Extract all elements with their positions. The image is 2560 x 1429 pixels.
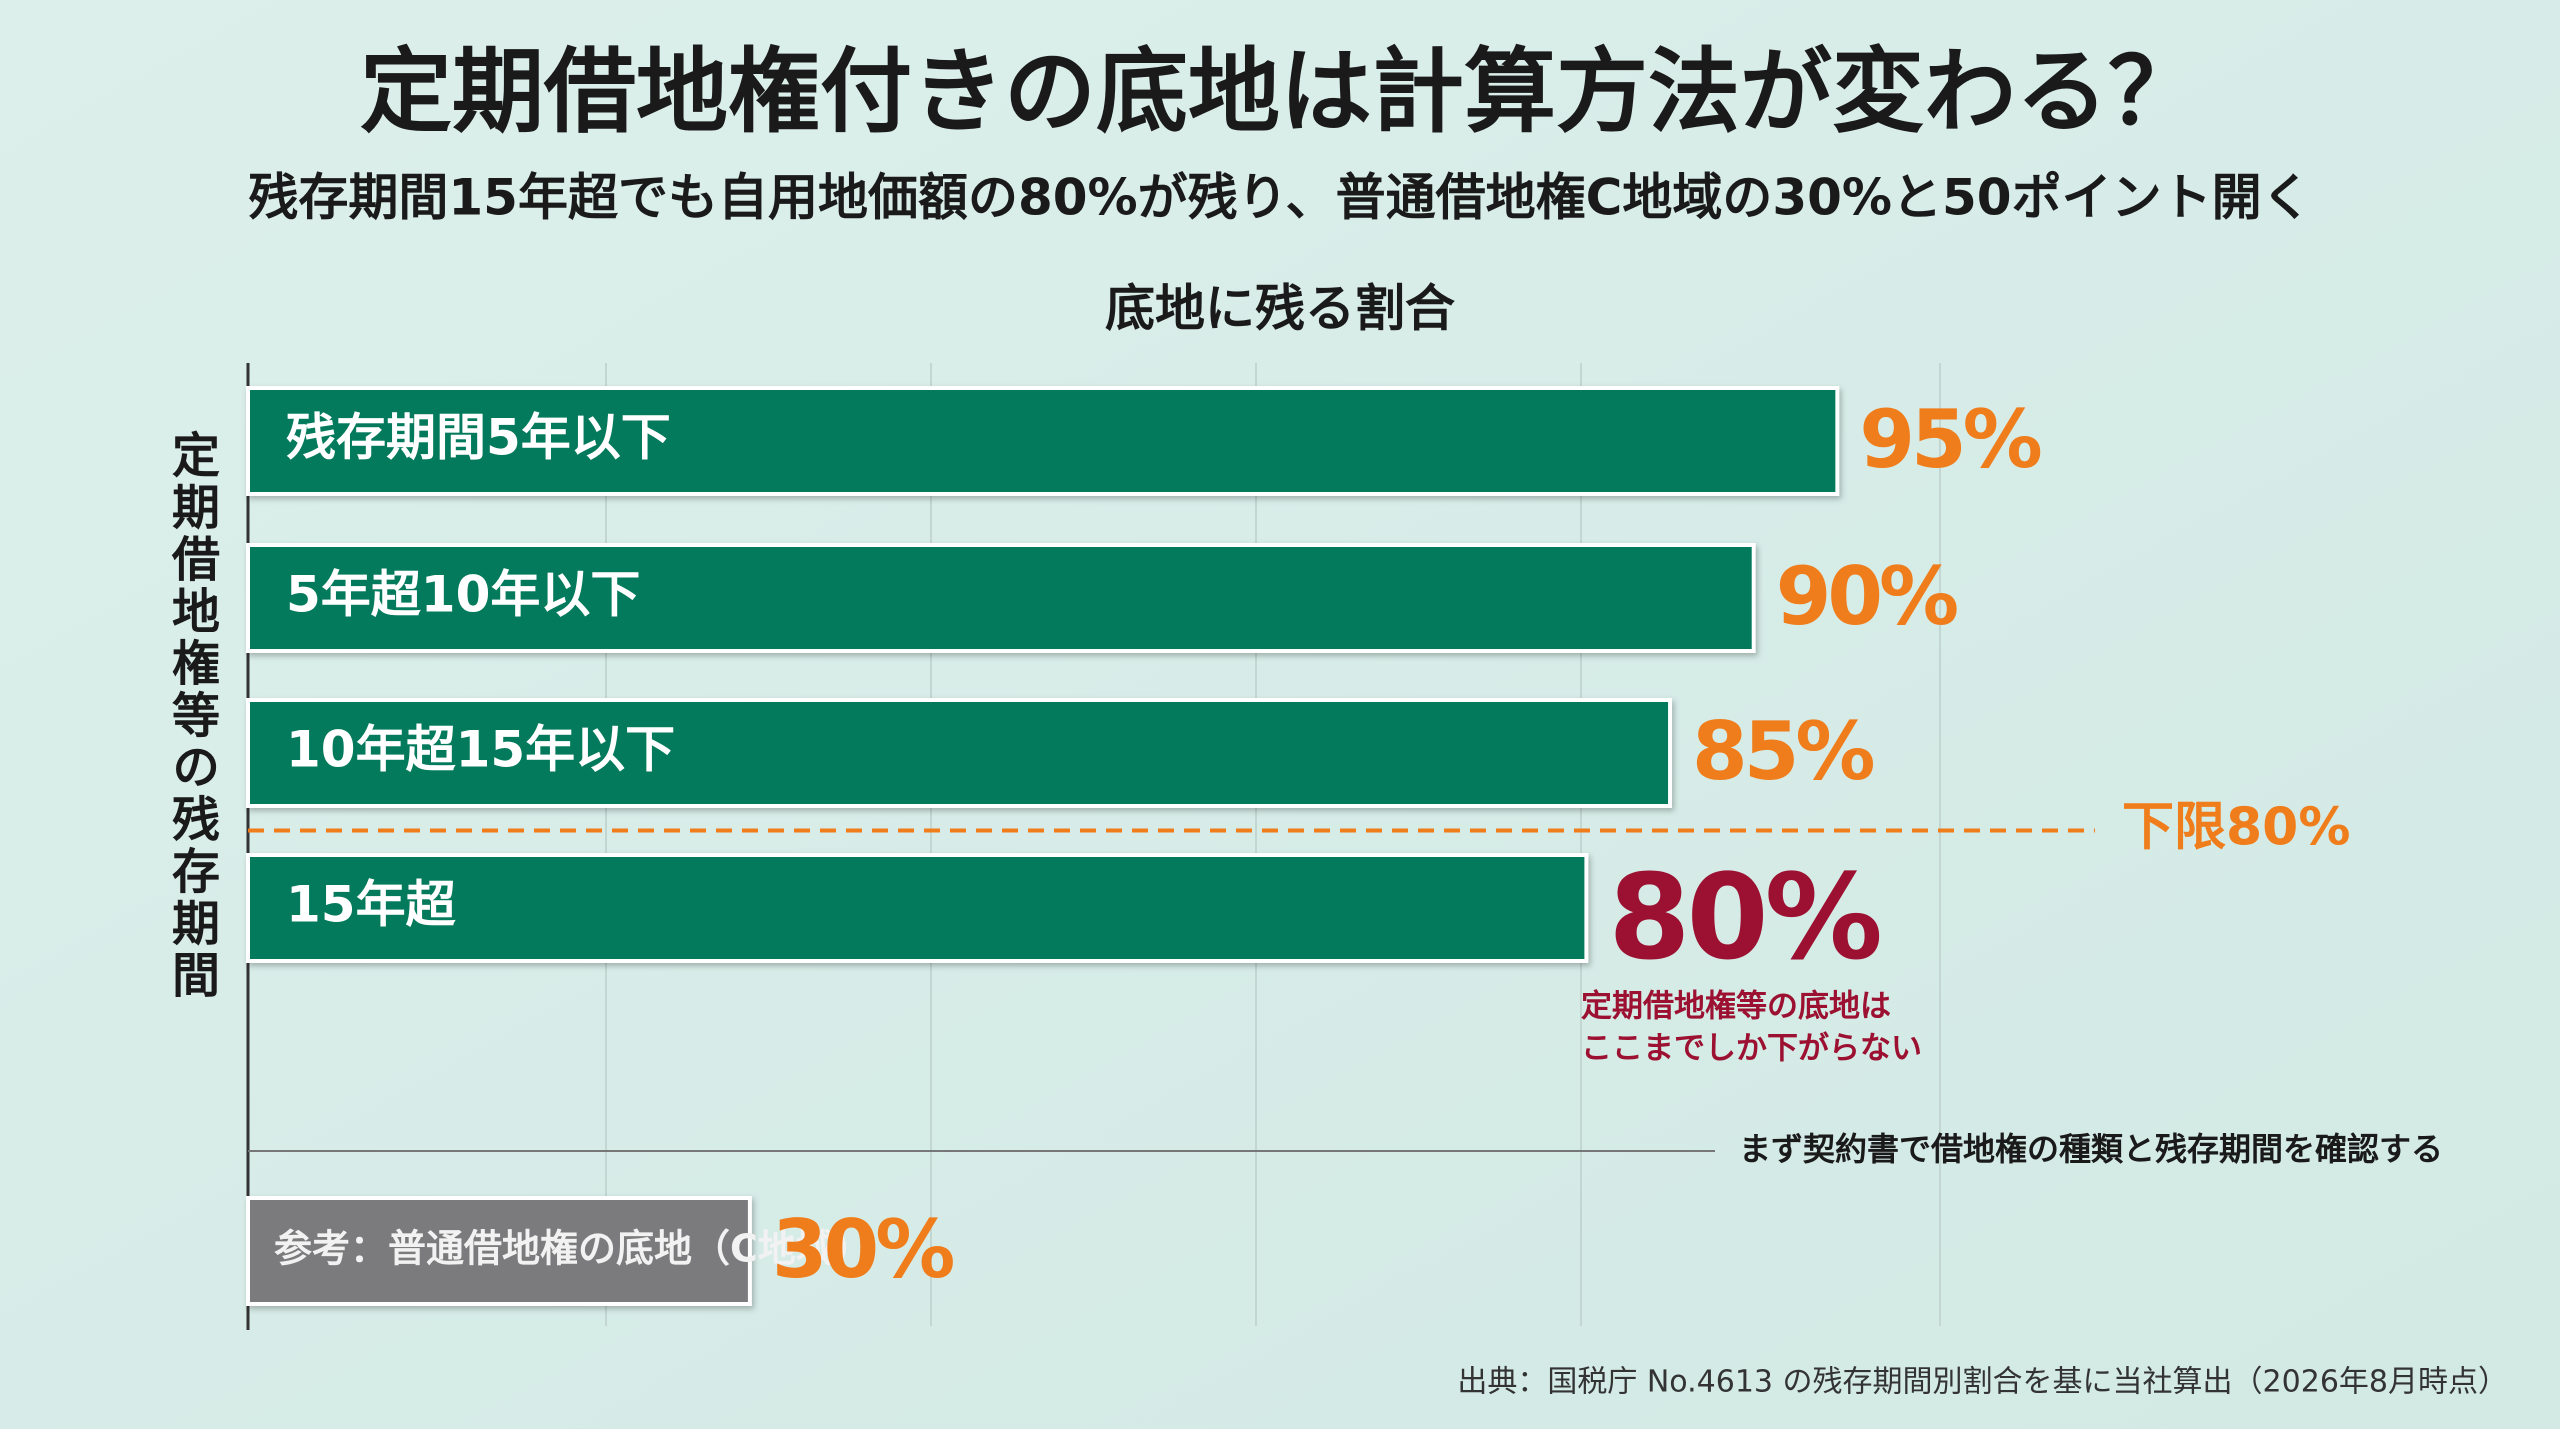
- annotation: 定期借地権等の底地は: [1581, 989, 1891, 1025]
- annotation: ここまでしか下がらない: [1581, 1031, 1922, 1067]
- title: 定期借地権付きの底地は計算方法が変わる？: [360, 38, 2200, 145]
- note: まず契約書で借地権の種類と残存期間を確認する: [1739, 1130, 2443, 1168]
- value-label: 30%: [772, 1203, 953, 1296]
- threshold-label: 下限80%: [2122, 798, 2350, 858]
- subtitle: 残存期間15年超でも自用地価額の80%が残り、普通借地権C地域の30%と50ポイ…: [248, 169, 2311, 227]
- grid: [605, 363, 1941, 1326]
- bar: [246, 1196, 752, 1306]
- bar: [246, 698, 1673, 808]
- value-label: 95%: [1859, 393, 2040, 486]
- y-axis-label: 定期借地権等の残存期間: [163, 430, 221, 1002]
- bar-category-label: 10年超15年以下: [286, 721, 675, 779]
- bar: [246, 853, 1589, 963]
- value-label: 90%: [1776, 550, 1957, 643]
- bar-category-label: 5年超10年以下: [286, 566, 640, 624]
- bar: [246, 386, 1840, 496]
- bar-category-label: 残存期間5年以下: [286, 409, 671, 467]
- bar-category-label: 参考：普通借地権の底地（C地域）: [274, 1227, 872, 1271]
- bar: [246, 543, 1756, 653]
- source: 出典：国税庁 No.4613 の残存期間別割合を基に当社算出（2026年8月時点…: [1457, 1365, 2508, 1400]
- bar-category-label: 15年超: [286, 876, 457, 934]
- value-label: 85%: [1692, 705, 1873, 798]
- chart-title: 底地に残る割合: [1105, 280, 1455, 338]
- value-label: 80%: [1608, 848, 1879, 986]
